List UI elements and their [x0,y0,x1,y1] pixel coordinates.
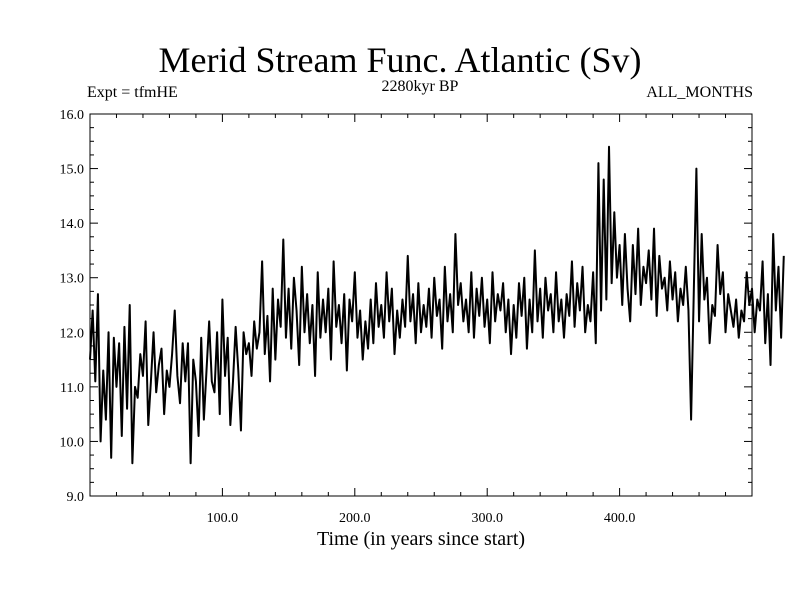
experiment-label: Expt = tfmHE [87,84,178,101]
y-tick-label: 13.0 [60,272,85,287]
y-tick-label: 14.0 [60,217,85,232]
x-tick-label: 200.0 [339,511,371,526]
series-line [89,145,785,465]
period-label: 2280kyr BP [381,78,459,95]
y-tick-label: 12.0 [60,326,85,341]
y-tick-label: 10.0 [60,435,85,450]
y-tick-label: 16.0 [60,108,85,123]
y-tick-label: 9.0 [67,490,85,505]
x-tick-label: 300.0 [471,511,503,526]
months-label: ALL_MONTHS [646,84,753,101]
x-tick-label: 400.0 [604,511,636,526]
x-tick-label: 100.0 [207,511,239,526]
x-axis-label: Time (in years since start) [316,528,526,550]
chart-title: Merid Stream Func. Atlantic (Sv) [158,40,642,80]
y-tick-label: 15.0 [60,163,85,178]
y-tick-label: 11.0 [60,381,84,396]
